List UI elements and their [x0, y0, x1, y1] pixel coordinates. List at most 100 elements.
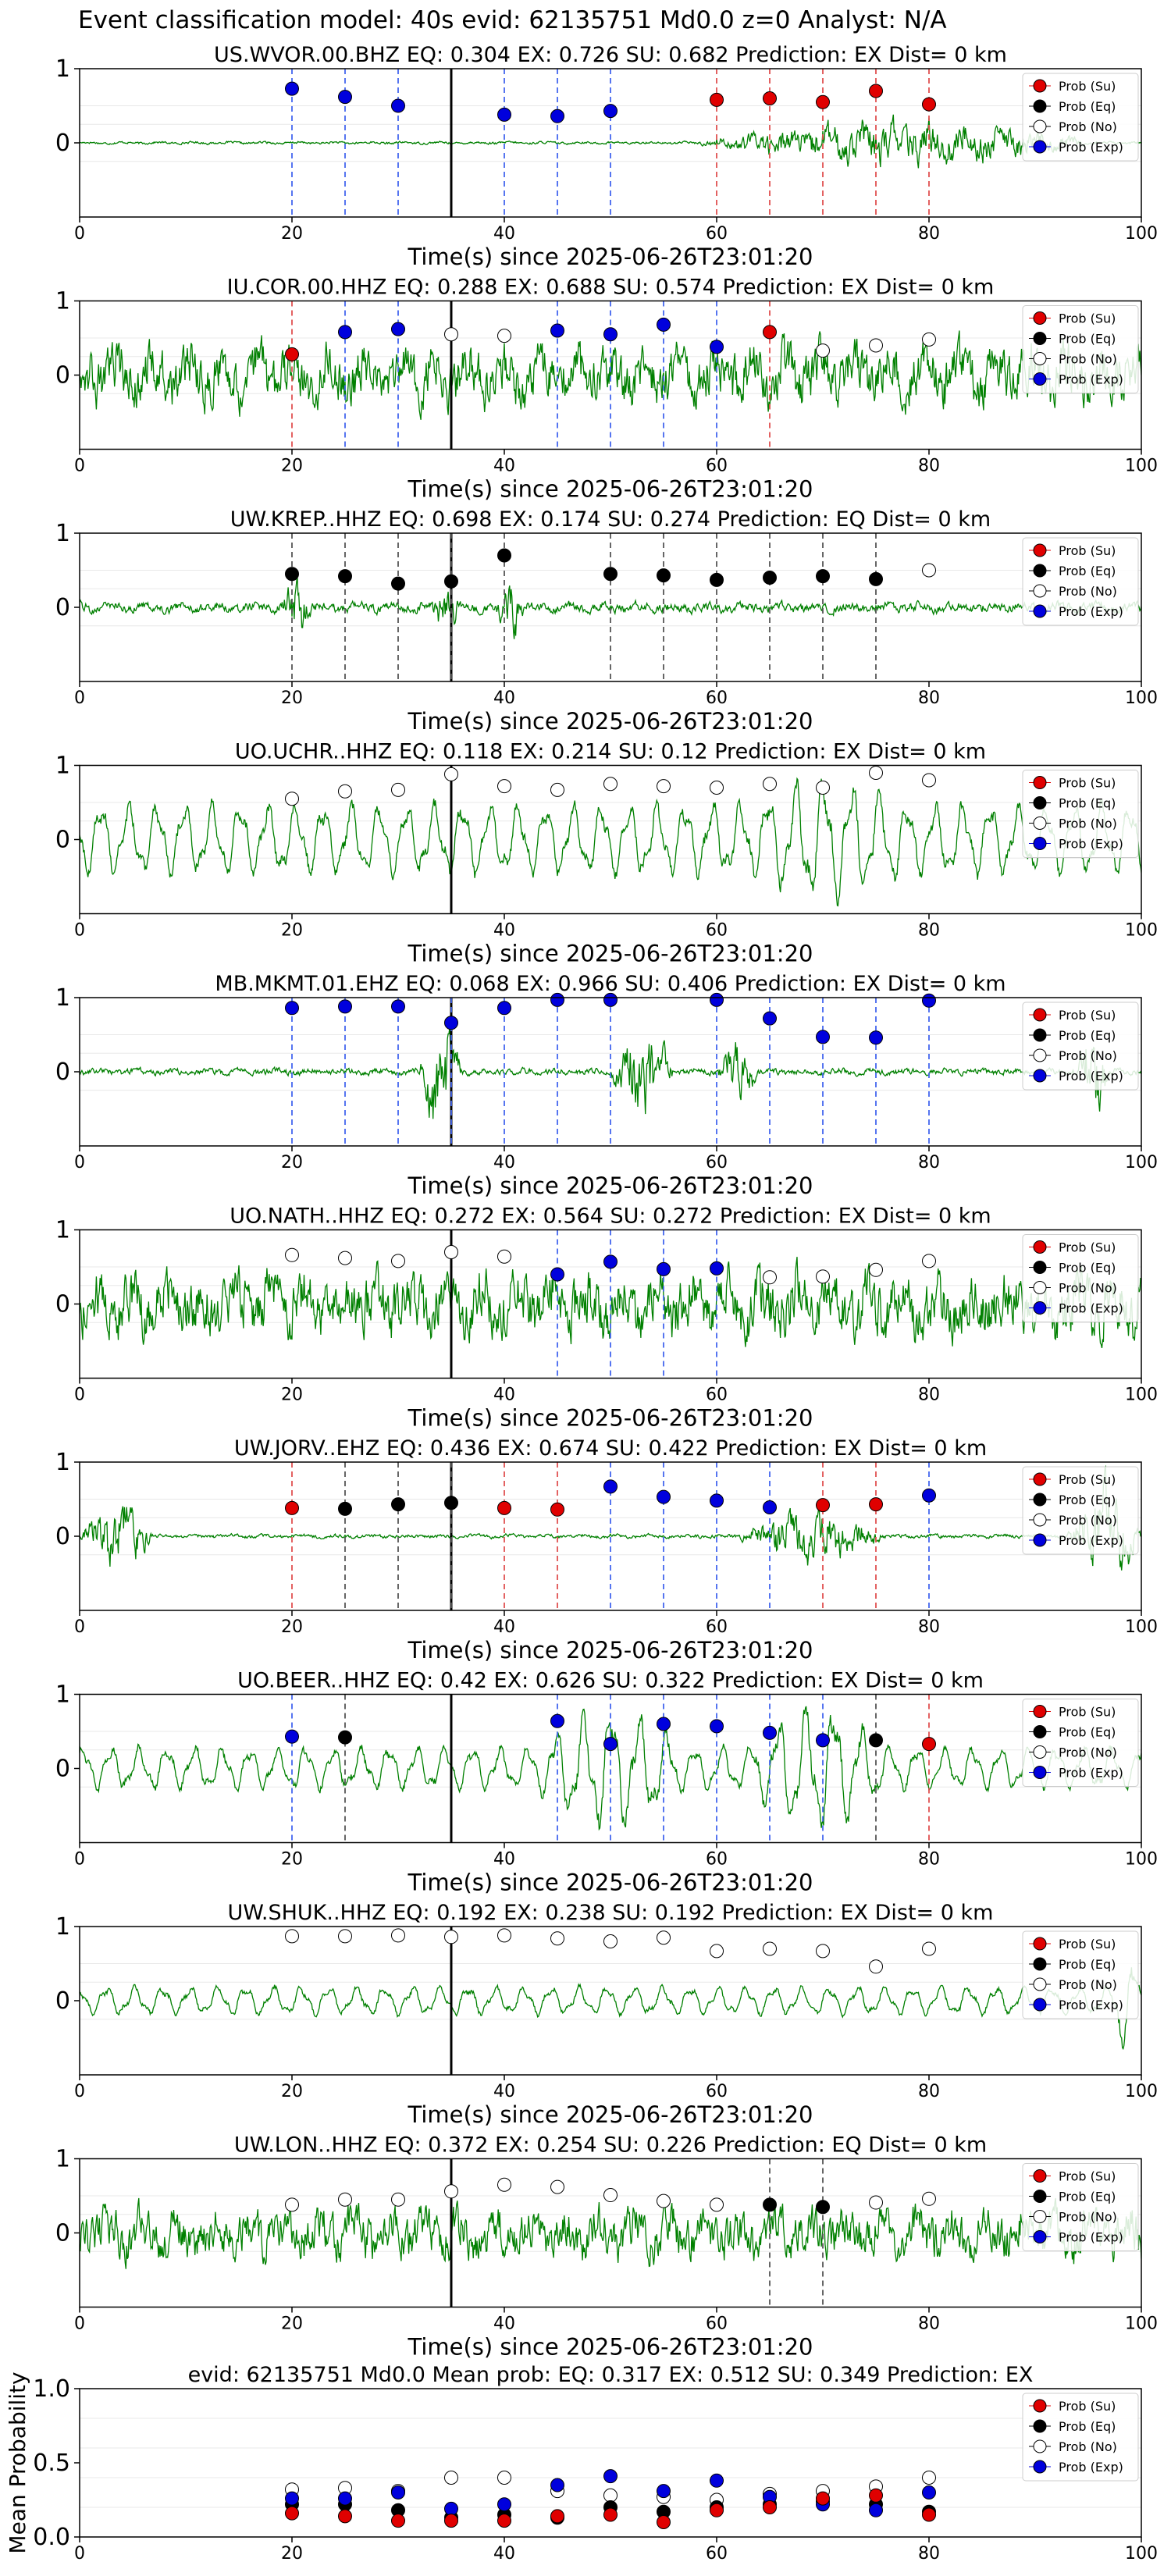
x-axis-label: Time(s) since 2025-06-26T23:01:20 [408, 2334, 813, 2361]
marker-no [550, 782, 564, 797]
legend-label-no: Prob (No) [1059, 1281, 1117, 1296]
marker-no [338, 784, 352, 799]
legend-label-su: Prob (Su) [1059, 1937, 1116, 1952]
legend-marker-exp [1033, 2460, 1047, 2474]
x-tick-label: 0 [74, 2314, 85, 2334]
legend-marker-exp [1033, 1069, 1047, 1083]
y-tick-label: 0 [55, 1291, 70, 1318]
panel-title: UW.KREP..HHZ EQ: 0.698 EX: 0.174 SU: 0.2… [230, 507, 991, 532]
seismogram-trace [80, 330, 1141, 420]
legend-marker-su [1033, 1240, 1047, 1254]
legend-marker-su [1033, 2399, 1047, 2413]
seismogram-trace [80, 576, 1141, 639]
x-tick-label: 20 [281, 1386, 303, 1405]
legend: Prob (Su) Prob (Eq) Prob (No) Prob (Exp) [1022, 305, 1139, 393]
marker-exp [285, 1729, 299, 1744]
marker-exp [657, 1717, 671, 1731]
panel-title: US.WVOR.00.BHZ EQ: 0.304 EX: 0.726 SU: 0… [214, 43, 1007, 67]
marker-eq [338, 1501, 352, 1516]
marker-exp [922, 993, 936, 1008]
marker-su [285, 1500, 299, 1515]
legend-label-no: Prob (No) [1059, 1048, 1117, 1063]
marker-no [922, 1254, 936, 1268]
x-tick-label: 0 [74, 1386, 85, 1405]
x-tick-label: 100 [1125, 1386, 1158, 1405]
x-tick-label: 40 [493, 2082, 515, 2101]
legend-marker-eq [1033, 99, 1047, 113]
point-su [763, 2500, 777, 2514]
legend-marker-no [1033, 584, 1047, 598]
legend-box [1022, 1002, 1139, 1091]
panel-title: UW.SHUK..HHZ EQ: 0.192 EX: 0.238 SU: 0.1… [228, 1901, 994, 1925]
y-tick-label: 0 [55, 827, 70, 854]
x-tick-label: 100 [1125, 1153, 1158, 1172]
marker-exp [550, 992, 564, 1007]
legend-marker-eq [1033, 564, 1047, 578]
y-tick-label: 0 [55, 1987, 70, 2015]
x-tick-label: 0 [74, 1617, 85, 1637]
point-su [710, 2503, 724, 2517]
point-su [657, 2515, 671, 2529]
marker-exp [338, 90, 352, 105]
legend-label-exp: Prob (Exp) [1059, 1766, 1123, 1781]
y-tick-label: 1 [55, 1449, 70, 1476]
marker-no [763, 777, 777, 792]
y-tick-label: 1 [55, 1681, 70, 1709]
legend-marker-eq [1033, 796, 1047, 809]
legend-box [1022, 73, 1139, 162]
x-tick-label: 60 [706, 1617, 728, 1637]
marker-su [816, 1498, 830, 1513]
point-exp [922, 2485, 936, 2500]
marker-no [444, 2184, 458, 2199]
legend-marker-eq [1033, 1493, 1047, 1507]
panel-11: evid: 62135751 Md0.0 Mean prob: EQ: 0.31… [5, 2363, 1158, 2564]
point-no [444, 2471, 458, 2485]
marker-no [444, 1245, 458, 1259]
point-exp [869, 2503, 883, 2517]
marker-su [763, 325, 777, 340]
legend-label-eq: Prob (Eq) [1059, 332, 1116, 347]
panel-title: evid: 62135751 Md0.0 Mean prob: EQ: 0.31… [188, 2363, 1034, 2387]
marker-exp [391, 999, 405, 1014]
marker-no [869, 338, 883, 353]
x-tick-label: 80 [918, 1617, 940, 1637]
marker-su [285, 347, 299, 361]
marker-no [869, 766, 883, 780]
legend-box [1022, 1466, 1139, 1555]
marker-su [922, 1737, 936, 1752]
marker-exp [869, 1030, 883, 1045]
legend-marker-eq [1033, 2419, 1047, 2433]
x-tick-label: 0 [74, 2082, 85, 2101]
x-tick-label: 20 [281, 1153, 303, 1172]
marker-no [285, 1929, 299, 1944]
marker-exp [763, 1011, 777, 1026]
marker-exp [763, 1500, 777, 1514]
marker-no [497, 329, 511, 343]
legend-marker-no [1033, 1281, 1047, 1294]
legend-marker-no [1033, 2439, 1047, 2453]
panel-title: UO.BEER..HHZ EQ: 0.42 EX: 0.626 SU: 0.32… [237, 1669, 984, 1693]
legend-marker-su [1033, 1472, 1047, 1486]
seismogram-trace [80, 114, 1141, 169]
marker-eq [816, 2200, 830, 2215]
x-tick-label: 0 [74, 1153, 85, 1172]
marker-exp [338, 999, 352, 1014]
y-tick-label: 1 [55, 984, 70, 1012]
x-tick-label: 60 [706, 1386, 728, 1405]
marker-no [603, 777, 618, 792]
x-tick-label: 60 [706, 457, 728, 476]
marker-no [922, 563, 936, 578]
y-axis-label: Mean Probability [5, 2371, 30, 2553]
y-tick-label: 0 [55, 1059, 70, 1086]
marker-exp [657, 1261, 671, 1276]
legend-marker-no [1033, 352, 1047, 365]
x-axis-label: Time(s) since 2025-06-26T23:01:20 [408, 2101, 813, 2128]
legend-label-no: Prob (No) [1059, 1977, 1117, 1992]
legend-marker-su [1033, 776, 1047, 789]
legend-box [1022, 2393, 1139, 2482]
x-tick-label: 60 [706, 2544, 728, 2564]
legend-marker-eq [1033, 2190, 1047, 2203]
legend-box [1022, 1930, 1139, 2019]
y-tick-label: 1 [55, 1913, 70, 1941]
